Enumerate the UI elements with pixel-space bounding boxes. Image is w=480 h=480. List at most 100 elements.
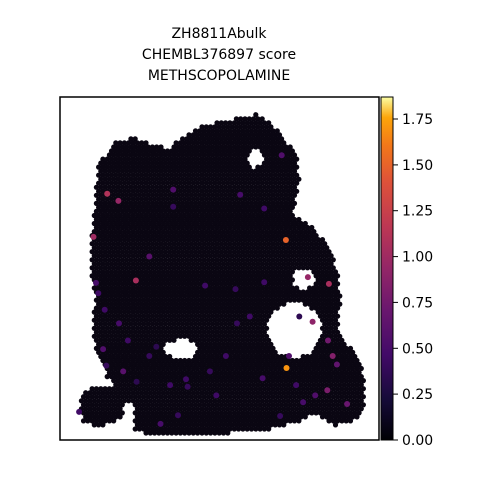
score-spot: [278, 152, 285, 159]
tissue-spot: [229, 309, 235, 315]
tissue-spot: [173, 237, 179, 243]
tissue-spot: [108, 261, 115, 267]
tissue-spot: [227, 241, 233, 247]
tissue-spot: [171, 370, 177, 376]
tissue-spot: [270, 345, 276, 351]
colorbar-tick-label: 1.00: [402, 250, 433, 266]
tissue-spot: [225, 285, 231, 291]
tissue-spot: [300, 410, 306, 416]
tissue-spot: [289, 220, 295, 227]
tissue-spot: [205, 241, 211, 247]
tissue-spot: [119, 184, 125, 190]
tissue-spot: [276, 382, 283, 388]
tissue-spot: [205, 313, 211, 319]
tissue-spot: [139, 422, 145, 428]
tissue-spot: [190, 430, 196, 436]
tissue-spot: [313, 402, 319, 408]
tissue-spot: [238, 317, 244, 323]
tissue-spot: [134, 301, 140, 307]
tissue-spot: [231, 353, 237, 360]
tissue-spot: [184, 321, 190, 327]
tissue-spot: [238, 116, 244, 122]
tissue-spot: [143, 180, 149, 186]
tissue-spot: [220, 220, 227, 227]
tissue-spot: [216, 132, 222, 138]
tissue-spot: [291, 370, 298, 376]
tissue-spot: [139, 414, 145, 420]
tissue-spot: [192, 378, 199, 384]
tissue-spot: [223, 402, 229, 408]
tissue-spot: [104, 285, 110, 291]
tissue-spot: [195, 188, 201, 194]
tissue-spot: [208, 414, 214, 420]
tissue-spot: [134, 220, 140, 227]
tissue-spot: [350, 398, 356, 404]
tissue-spot: [296, 216, 302, 223]
tissue-spot: [121, 317, 127, 323]
tissue-spot: [113, 325, 119, 331]
tissue-spot: [167, 249, 173, 255]
tissue-spot: [134, 365, 140, 372]
tissue-spot: [240, 144, 246, 150]
tissue-spot: [134, 237, 140, 243]
tissue-spot: [205, 216, 211, 223]
tissue-spot: [242, 148, 248, 154]
tissue-spot: [233, 196, 239, 202]
tissue-spot: [309, 249, 315, 255]
tissue-spot: [199, 229, 205, 235]
tissue-spot: [130, 333, 136, 339]
tissue-spot: [177, 261, 183, 267]
tissue-spot: [132, 361, 138, 368]
tissue-spot: [91, 229, 97, 235]
tissue-spot: [324, 398, 330, 404]
tissue-spot: [113, 172, 119, 178]
tissue-spot: [201, 337, 207, 343]
tissue-spot: [242, 341, 248, 347]
tissue-spot: [216, 293, 222, 299]
tissue-spot: [158, 184, 164, 190]
tissue-spot: [276, 212, 283, 219]
tissue-spot: [229, 196, 235, 202]
tissue-spot: [154, 418, 160, 424]
tissue-spot: [111, 370, 117, 376]
tissue-spot: [192, 361, 199, 368]
tissue-spot: [108, 349, 115, 355]
tissue-spot: [307, 237, 313, 243]
tissue-spot: [208, 188, 214, 194]
tissue-spot: [167, 192, 173, 198]
tissue-spot: [210, 216, 216, 223]
tissue-spot: [294, 406, 300, 412]
tissue-spot: [220, 382, 227, 388]
tissue-spot: [152, 220, 158, 227]
tissue-spot: [324, 325, 330, 331]
tissue-spot: [248, 216, 255, 223]
tissue-spot: [238, 325, 244, 331]
tissue-spot: [216, 414, 222, 420]
tissue-spot: [248, 192, 255, 198]
tissue-spot: [158, 168, 164, 174]
tissue-spot: [145, 281, 151, 287]
tissue-spot: [169, 301, 175, 307]
tissue-spot: [156, 374, 162, 380]
tissue-spot: [167, 426, 173, 432]
tissue-spot: [324, 309, 330, 315]
tissue-spot: [272, 390, 278, 396]
tissue-spot: [291, 249, 298, 255]
tissue-spot: [134, 285, 140, 291]
tissue-spot: [154, 337, 160, 343]
tissue-spot: [255, 172, 261, 178]
tissue-spot: [274, 378, 280, 384]
tissue-spot: [128, 136, 134, 142]
tissue-spot: [313, 289, 319, 295]
tissue-spot: [80, 402, 87, 408]
tissue-spot: [117, 325, 123, 331]
tissue-spot: [281, 382, 287, 388]
tissue-spot: [121, 237, 127, 243]
tissue-spot: [264, 390, 270, 396]
tissue-spot: [199, 180, 205, 186]
tissue-spot: [171, 386, 177, 392]
score-spot: [120, 368, 127, 375]
tissue-spot: [180, 297, 186, 303]
tissue-spot: [227, 144, 233, 150]
tissue-spot: [98, 200, 104, 206]
